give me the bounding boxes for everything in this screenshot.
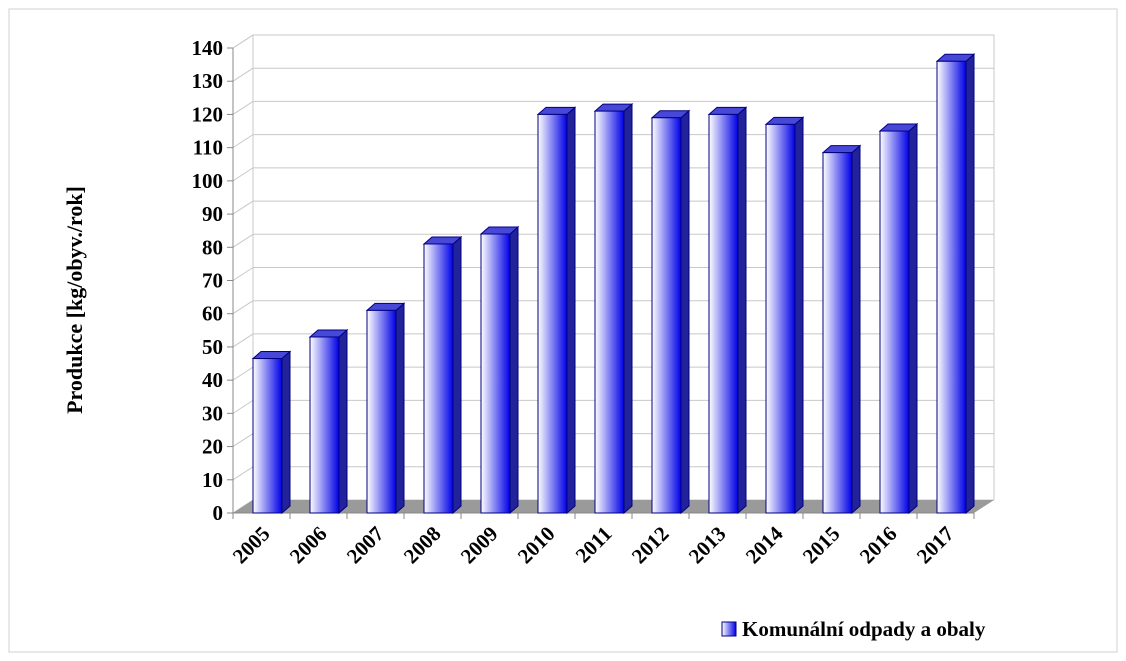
- y-tick-label: 50: [202, 335, 223, 359]
- x-tick-label: 2005: [228, 522, 275, 569]
- grid-line-side: [232, 67, 254, 82]
- x-tick-label: 2012: [627, 522, 674, 569]
- y-axis-title: Produkce [kg/obyv./rok]: [62, 186, 87, 414]
- x-tick-label: 2015: [798, 522, 845, 569]
- bar: [822, 152, 853, 514]
- grid-line-side: [232, 300, 254, 315]
- bar: [366, 309, 397, 514]
- grid-line-side: [232, 233, 254, 248]
- bar-side: [452, 235, 462, 515]
- y-tick-label: 130: [192, 69, 224, 93]
- grid-line-side: [232, 399, 254, 414]
- y-tick-label: 140: [192, 36, 224, 60]
- bar: [594, 110, 625, 514]
- x-tick-label: 2016: [855, 522, 902, 569]
- y-tick-label: 60: [202, 302, 223, 326]
- grid-line-side: [232, 167, 254, 182]
- grid-line-side: [232, 200, 254, 215]
- y-tick-label: 30: [202, 401, 223, 425]
- y-tick-label: 120: [192, 102, 224, 126]
- bar-side: [965, 53, 975, 515]
- bar: [765, 123, 796, 514]
- bar-side: [338, 328, 348, 515]
- y-tick-label: 110: [193, 136, 223, 160]
- bar: [252, 358, 283, 514]
- grid-line-side: [232, 134, 254, 149]
- bar: [537, 113, 568, 514]
- legend-label: Komunální odpady a obaly: [742, 617, 986, 641]
- bar-side: [281, 350, 291, 515]
- bar: [423, 243, 454, 514]
- bar-side: [908, 122, 918, 515]
- y-tick-label: 70: [202, 269, 223, 293]
- grid-line-side: [232, 101, 254, 115]
- x-tick-label: 2009: [456, 522, 503, 569]
- grid-line-side: [232, 433, 254, 447]
- bar: [480, 233, 511, 514]
- x-tick-label: 2008: [399, 522, 446, 569]
- bar: [879, 130, 910, 514]
- bar-side: [851, 144, 861, 515]
- x-tick-label: 2011: [571, 522, 617, 568]
- frame: [8, 8, 1118, 653]
- grid-line-side: [232, 34, 254, 49]
- bar-side: [680, 109, 690, 515]
- y-tick-label: 20: [202, 435, 223, 459]
- y-tick-label: 80: [202, 235, 223, 259]
- bar: [309, 336, 340, 514]
- x-tick-label: 2007: [342, 522, 389, 569]
- bar-side: [794, 116, 804, 515]
- y-tick-label: 0: [213, 501, 224, 525]
- grid-line-side: [232, 366, 254, 381]
- bar-side: [566, 106, 576, 515]
- bar-side: [737, 106, 747, 515]
- bar-side: [623, 103, 633, 515]
- grid-line-side: [232, 333, 254, 348]
- y-tick-label: 40: [202, 368, 223, 392]
- x-tick-label: 2014: [741, 521, 788, 568]
- x-tick-label: 2006: [285, 522, 332, 569]
- grid-line-side: [232, 466, 254, 481]
- bar-side: [395, 302, 405, 515]
- bar-side: [509, 225, 519, 515]
- bar: [708, 113, 739, 514]
- y-tick-label: 100: [192, 169, 224, 193]
- y-tick-label: 90: [202, 202, 223, 226]
- legend-swatch: [721, 621, 737, 637]
- x-tick-label: 2017: [912, 522, 959, 569]
- bar: [936, 60, 967, 514]
- grid-line-side: [232, 267, 254, 281]
- x-tick-label: 2010: [513, 522, 560, 569]
- y-tick-label: 10: [202, 468, 223, 492]
- x-tick-label: 2013: [684, 522, 731, 569]
- bar: [651, 117, 682, 514]
